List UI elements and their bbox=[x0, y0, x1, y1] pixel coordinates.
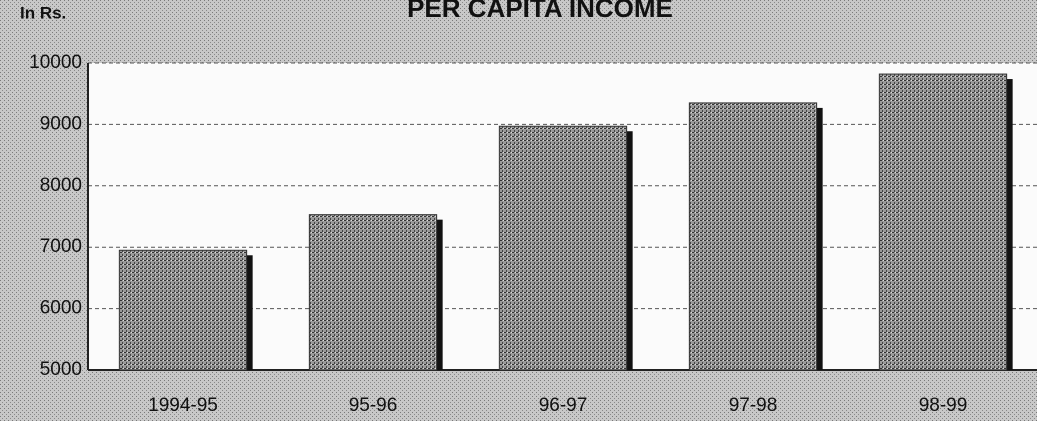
y-tick-label: 7000 bbox=[40, 236, 82, 257]
bar bbox=[118, 249, 248, 371]
bar bbox=[688, 102, 818, 371]
y-tick-label: 10000 bbox=[29, 52, 82, 73]
y-axis-label: In Rs. bbox=[20, 3, 66, 22]
x-tick-label: 97-98 bbox=[729, 395, 778, 416]
x-tick-label: 95-96 bbox=[349, 395, 398, 416]
y-tick-label: 5000 bbox=[40, 359, 82, 380]
bar bbox=[878, 73, 1008, 371]
bar bbox=[498, 125, 628, 371]
y-tick-label: 8000 bbox=[40, 175, 82, 196]
x-tick-label: 98-99 bbox=[919, 395, 968, 416]
y-tick-label: 6000 bbox=[40, 298, 82, 319]
x-tick-label: 1994-95 bbox=[148, 395, 218, 416]
chart-title: PER CAPITA INCOME bbox=[407, 0, 673, 23]
bar bbox=[308, 214, 438, 371]
y-tick-label: 9000 bbox=[40, 113, 82, 134]
x-tick-label: 96-97 bbox=[539, 395, 588, 416]
